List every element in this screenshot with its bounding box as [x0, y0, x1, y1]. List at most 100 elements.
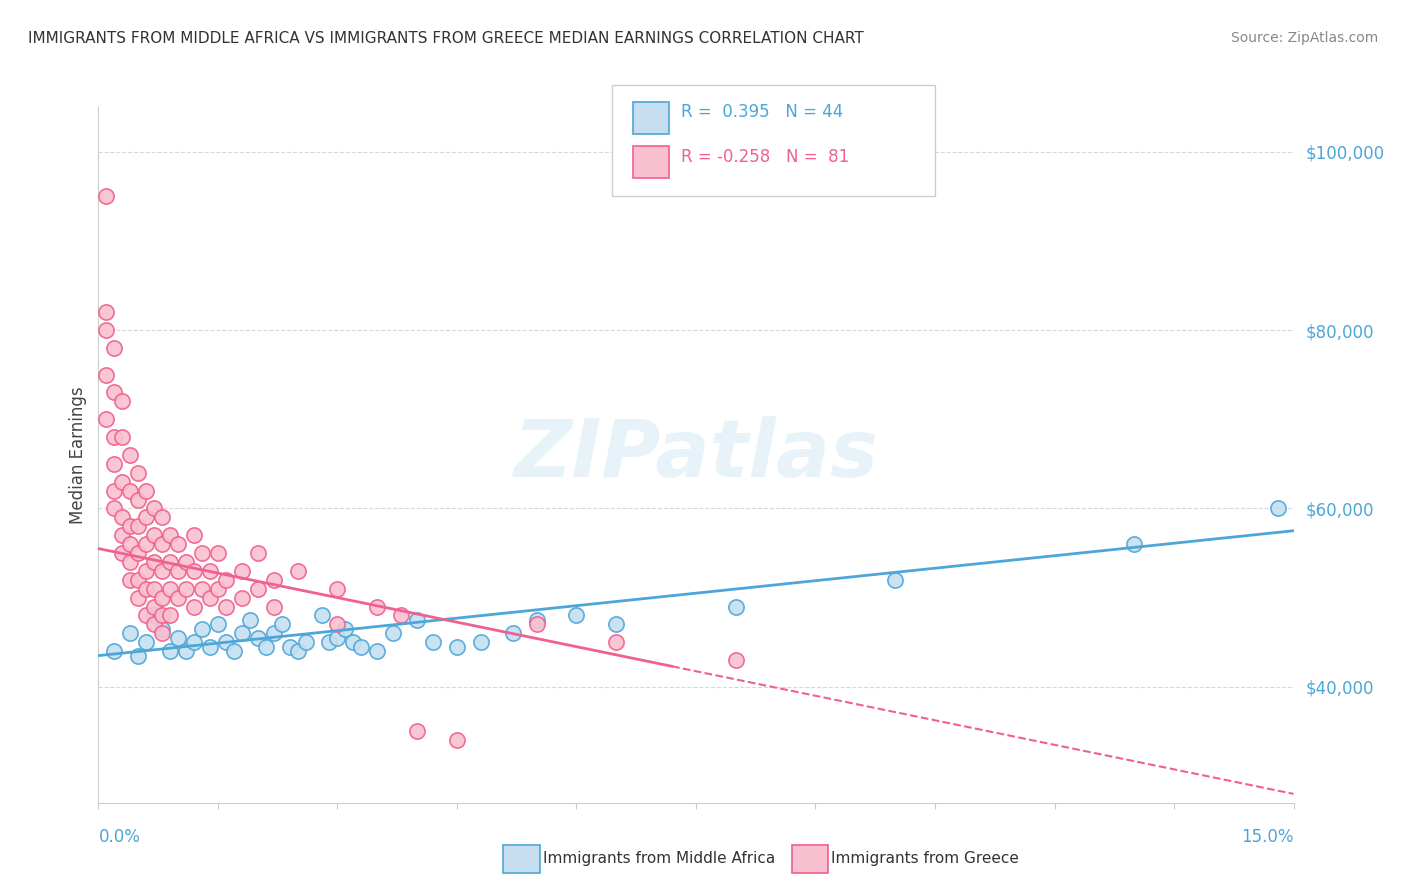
Point [150, 537, 173, 551]
Point [103, 644, 125, 658]
Point [167, 564, 190, 578]
Text: 15.0%: 15.0% [1241, 828, 1294, 846]
Point [111, 546, 134, 560]
Point [446, 640, 468, 654]
Point [191, 546, 214, 560]
Point [239, 613, 262, 627]
Point [135, 608, 157, 623]
Point [159, 528, 181, 542]
Point [287, 564, 309, 578]
Point [96, 412, 118, 426]
Point [263, 599, 285, 614]
Point [470, 635, 492, 649]
Point [1123, 537, 1146, 551]
Point [120, 573, 142, 587]
Point [159, 555, 181, 569]
Point [215, 573, 238, 587]
Point [135, 635, 157, 649]
Point [198, 564, 221, 578]
Point [127, 492, 149, 507]
Point [183, 564, 205, 578]
Point [406, 613, 429, 627]
Point [326, 617, 349, 632]
Point [263, 626, 285, 640]
Point [231, 626, 253, 640]
Point [150, 622, 173, 636]
Point [174, 555, 197, 569]
Point [198, 640, 221, 654]
Point [605, 635, 627, 649]
Point [198, 591, 221, 605]
Text: Source: ZipAtlas.com: Source: ZipAtlas.com [1230, 31, 1378, 45]
Point [366, 644, 388, 658]
Point [167, 631, 190, 645]
Point [159, 608, 181, 623]
Point [127, 546, 149, 560]
Point [103, 341, 125, 355]
Point [246, 582, 269, 596]
Point [246, 546, 269, 560]
Point [318, 635, 340, 649]
Point [111, 430, 134, 444]
Point [127, 466, 149, 480]
Point [111, 510, 134, 524]
Point [222, 644, 245, 658]
Point [103, 483, 125, 498]
Text: R = -0.258   N =  81: R = -0.258 N = 81 [681, 148, 849, 166]
Point [287, 644, 309, 658]
Point [389, 608, 412, 623]
Point [422, 635, 444, 649]
Point [263, 573, 285, 587]
Point [143, 599, 166, 614]
Text: IMMIGRANTS FROM MIDDLE AFRICA VS IMMIGRANTS FROM GREECE MEDIAN EARNINGS CORRELAT: IMMIGRANTS FROM MIDDLE AFRICA VS IMMIGRA… [28, 31, 863, 46]
Point [605, 617, 627, 632]
Point [120, 537, 142, 551]
Point [127, 573, 149, 587]
Point [103, 430, 125, 444]
Point [231, 564, 253, 578]
Point [207, 582, 229, 596]
Point [335, 622, 357, 636]
Point [215, 599, 238, 614]
Text: Immigrants from Middle Africa: Immigrants from Middle Africa [543, 851, 775, 865]
Text: ZIPatlas: ZIPatlas [513, 416, 879, 494]
Point [111, 528, 134, 542]
Point [150, 591, 173, 605]
Point [326, 582, 349, 596]
Point [406, 724, 429, 739]
Point [143, 501, 166, 516]
Point [191, 622, 214, 636]
Point [150, 608, 173, 623]
Point [724, 653, 747, 667]
Point [278, 640, 301, 654]
Point [270, 617, 292, 632]
Point [342, 635, 364, 649]
Point [526, 613, 548, 627]
Point [120, 448, 142, 462]
Point [143, 617, 166, 632]
Point [143, 555, 166, 569]
Point [135, 537, 157, 551]
Point [150, 510, 173, 524]
Point [120, 519, 142, 533]
Point [294, 635, 316, 649]
Point [526, 617, 548, 632]
Point [174, 582, 197, 596]
Point [120, 555, 142, 569]
Point [183, 635, 205, 649]
Point [143, 528, 166, 542]
Point [120, 483, 142, 498]
Text: 0.0%: 0.0% [98, 828, 141, 846]
Point [215, 635, 238, 649]
Point [1267, 501, 1289, 516]
Point [150, 626, 173, 640]
Point [183, 528, 205, 542]
Point [111, 394, 134, 409]
Point [103, 501, 125, 516]
Point [143, 582, 166, 596]
Point [191, 582, 214, 596]
Point [174, 644, 197, 658]
Point [159, 582, 181, 596]
Point [366, 599, 388, 614]
Point [231, 591, 253, 605]
